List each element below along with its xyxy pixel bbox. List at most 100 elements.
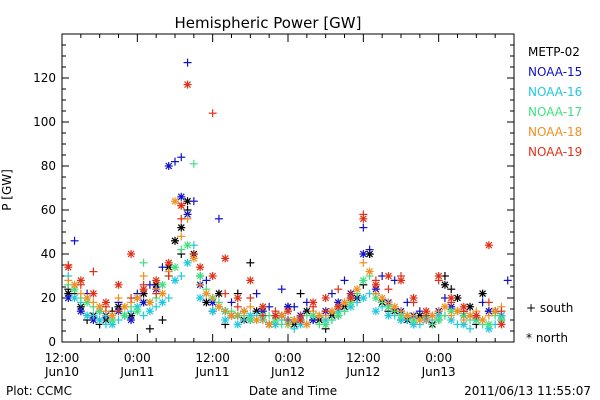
north-point	[152, 276, 161, 285]
south-point	[359, 258, 368, 267]
south-point	[177, 245, 186, 254]
star-d2	[159, 298, 166, 306]
x-tick-label-date: Jun12	[270, 365, 305, 379]
star-d2	[265, 320, 273, 328]
star-d2	[410, 316, 417, 324]
south-point	[145, 324, 154, 333]
star-d2	[202, 290, 210, 298]
north-point	[422, 307, 431, 316]
south-point	[177, 232, 186, 241]
star-d2	[253, 316, 261, 324]
star-d2	[165, 259, 173, 267]
north-point	[64, 263, 73, 272]
north-point	[409, 316, 418, 324]
star-d2	[140, 285, 148, 293]
star-d2	[184, 210, 191, 218]
star-d2	[334, 312, 342, 320]
star-d2	[290, 316, 298, 324]
star-d2	[215, 303, 223, 311]
star-d2	[472, 312, 480, 320]
star-d2	[71, 294, 78, 302]
north-point	[434, 272, 443, 280]
south-point	[189, 197, 198, 206]
north-point	[371, 280, 380, 289]
south-point	[384, 285, 393, 294]
star-d2	[133, 307, 141, 315]
x-tick-label-time: 0:00	[425, 351, 452, 365]
star-d2	[259, 303, 267, 311]
star-d2	[140, 298, 148, 306]
legend-entry: NOAA-19	[528, 145, 582, 159]
star-d2	[133, 294, 141, 302]
north-point	[302, 320, 311, 329]
south-point	[277, 285, 286, 294]
star-d2	[152, 276, 160, 284]
star-d2	[146, 307, 154, 315]
star-d2	[315, 312, 323, 320]
south-point	[89, 267, 98, 276]
south-point	[114, 294, 123, 302]
star-d2	[215, 290, 223, 298]
north-point	[76, 276, 85, 285]
south-point	[428, 320, 437, 329]
north-point	[428, 311, 437, 320]
north-point	[440, 302, 449, 311]
north-point	[183, 210, 192, 219]
north-point	[120, 311, 129, 320]
north-point	[415, 316, 424, 324]
star-d2	[385, 312, 392, 320]
north-point	[359, 214, 368, 223]
north-point	[346, 294, 355, 302]
north-point	[208, 307, 217, 316]
y-tick-label: 120	[33, 71, 56, 85]
north-point	[271, 311, 280, 320]
star-d2	[96, 316, 104, 324]
north-point	[83, 294, 92, 302]
south-point	[503, 276, 512, 285]
y-tick-label: 80	[41, 159, 56, 173]
star-d2	[190, 254, 198, 262]
x-tick-label-date: Jun11	[119, 365, 154, 379]
star-d2	[347, 294, 355, 302]
north-point	[127, 250, 136, 258]
north-point	[397, 276, 405, 285]
star-d2	[159, 281, 166, 289]
marker-legend-entry: + south	[526, 301, 573, 315]
south-point	[70, 236, 79, 245]
south-point	[252, 289, 261, 298]
north-point	[95, 302, 104, 311]
south-point	[296, 289, 305, 298]
south-point	[139, 272, 148, 280]
south-point	[214, 214, 223, 223]
star-d2	[416, 316, 424, 324]
north-point	[409, 294, 418, 302]
star-d2	[334, 303, 342, 311]
marker-legend: + south * north	[526, 301, 573, 345]
north-point	[183, 258, 192, 267]
star-d2	[146, 298, 154, 306]
north-point	[145, 307, 154, 316]
star-d2	[359, 276, 367, 284]
north-point	[359, 276, 368, 285]
north-point	[334, 311, 343, 320]
north-point	[453, 307, 462, 316]
north-point	[202, 289, 211, 298]
north-point	[177, 223, 186, 232]
south-point	[466, 324, 475, 333]
star-d2	[83, 312, 91, 320]
star-d2	[240, 307, 248, 315]
star-d2	[96, 303, 104, 311]
star-d2	[165, 162, 173, 170]
north-point	[183, 80, 192, 89]
star-d2	[171, 263, 179, 271]
star-d2	[272, 312, 279, 320]
star-d2	[498, 320, 505, 328]
legend-entry: NOAA-15	[528, 65, 582, 79]
north-point	[89, 289, 98, 298]
south-point	[321, 307, 330, 316]
north-point	[390, 302, 399, 311]
star-d2	[184, 241, 191, 249]
south-point	[177, 214, 186, 223]
south-point	[64, 276, 73, 285]
north-point	[447, 316, 456, 324]
